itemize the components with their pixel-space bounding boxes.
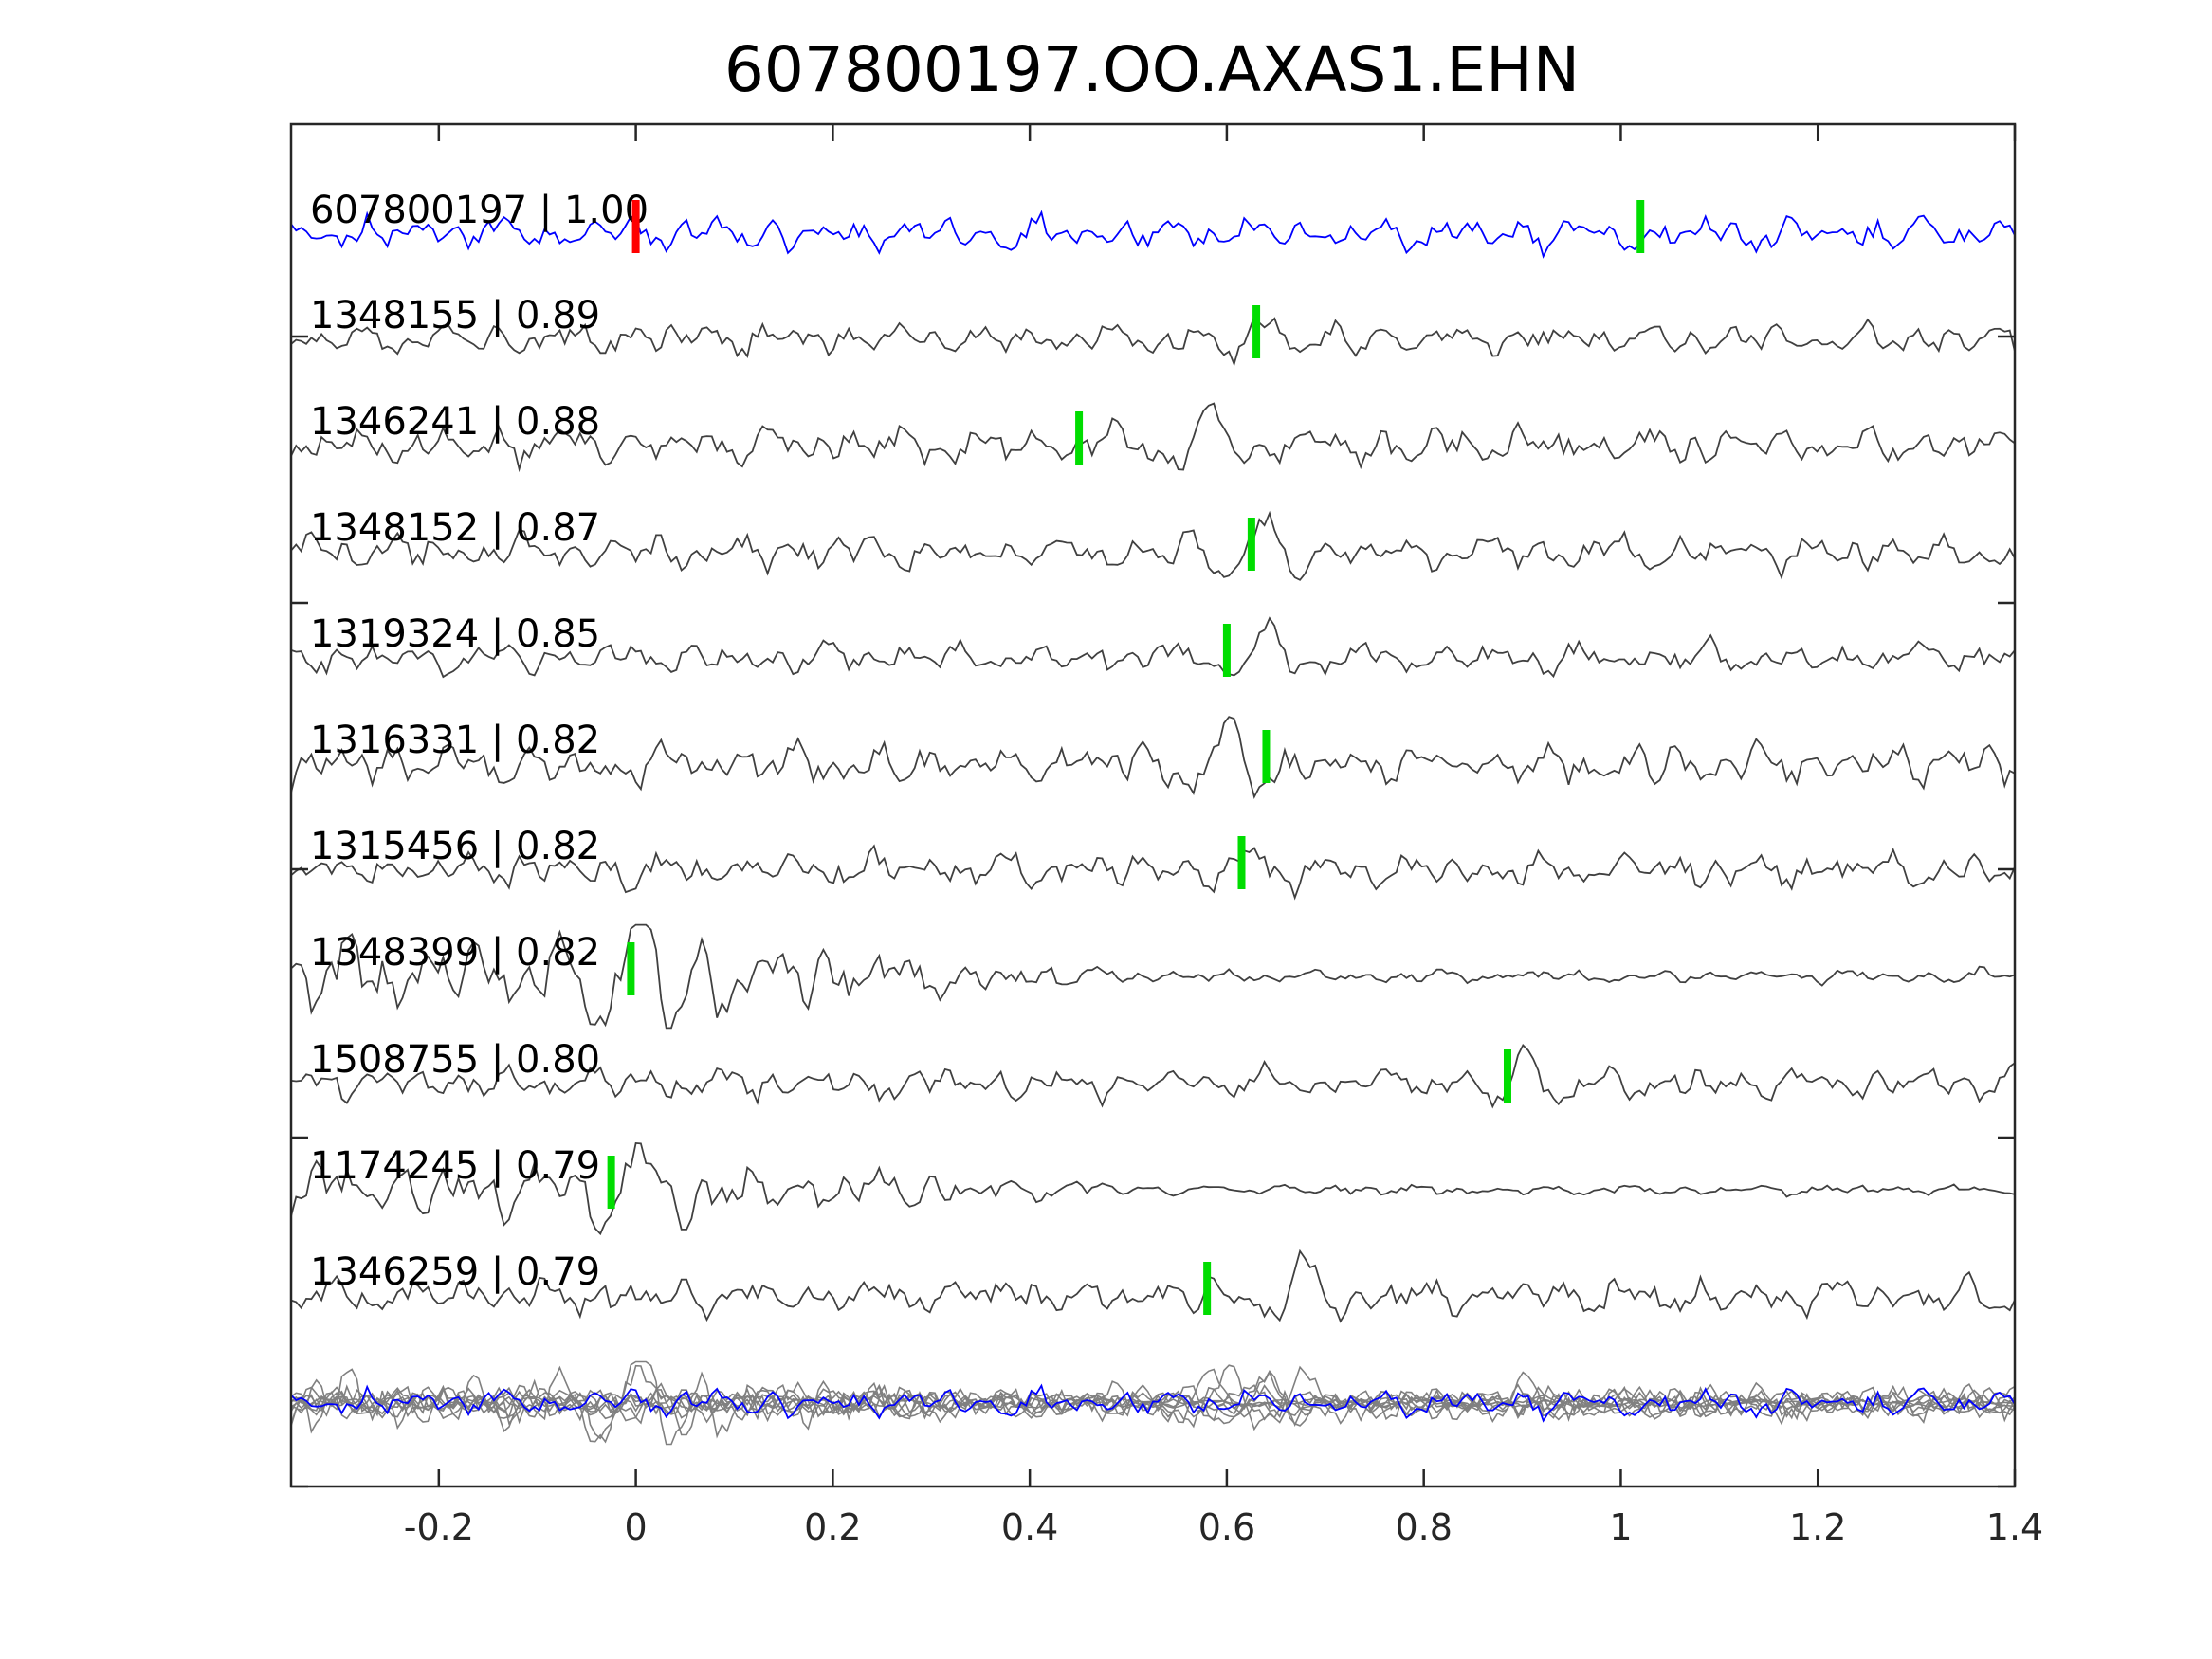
traces-layer [290,210,2016,1446]
plot-frame [289,122,2017,1488]
stack-trace-7 [290,1371,2016,1424]
trace-label-6: 1315456 | 0.82 [310,825,600,868]
stack-trace-1 [290,1368,2016,1425]
picks-layer [607,200,1645,1315]
trace-label-9: 1174245 | 0.79 [310,1144,600,1188]
trace-9 [290,1141,2016,1236]
trace-label-7: 1348399 | 0.82 [310,931,600,975]
x-tick-label-0: -0.2 [404,1506,474,1548]
stack-template-trace [290,1383,2016,1423]
trace-label-10: 1346259 | 0.79 [310,1250,600,1294]
trace-8 [290,1043,2016,1109]
trace-label-5: 1316331 | 0.82 [310,719,600,762]
trace-label-8: 1508755 | 0.80 [310,1038,600,1082]
x-tick-label-3: 0.4 [1001,1506,1058,1548]
trace-label-4: 1319324 | 0.85 [310,612,600,656]
trace-2 [290,402,2016,473]
trace-label-3: 1348152 | 0.87 [310,506,600,550]
y-axis [291,335,2015,1488]
x-tick-label-4: 0.6 [1198,1506,1255,1548]
trace-0 [290,210,2016,259]
trace-label-1: 1348155 | 0.89 [310,294,600,337]
trace-5 [290,716,2016,799]
trace-1 [290,315,2016,367]
trace-label-2: 1346241 | 0.88 [310,400,600,444]
trace-4 [290,616,2016,679]
trace-6 [290,844,2016,901]
trace-10 [290,1249,2016,1323]
trace-3 [290,510,2016,581]
trace-7 [290,923,2016,1030]
labels-layer: 607800197 | 1.00 1348155 | 0.89 1346241 | … [310,189,649,1294]
x-tick-label-5: 0.8 [1395,1506,1452,1548]
trace-label-0: 607800197 | 1.00 [310,189,649,232]
x-tick-label-1: 0 [625,1506,648,1548]
x-tick-label-8: 1.4 [1986,1506,2043,1548]
x-axis: -0.2 0 0.2 0.4 0.6 0.8 1 1.2 1.4 [404,124,2043,1548]
x-tick-label-7: 1.2 [1789,1506,1846,1548]
x-tick-label-2: 0.2 [804,1506,861,1548]
x-tick-label-6: 1 [1609,1506,1632,1548]
chart-title: 607800197.OO.AXAS1.EHN [724,33,1580,106]
stack-trace-9 [290,1365,2016,1425]
